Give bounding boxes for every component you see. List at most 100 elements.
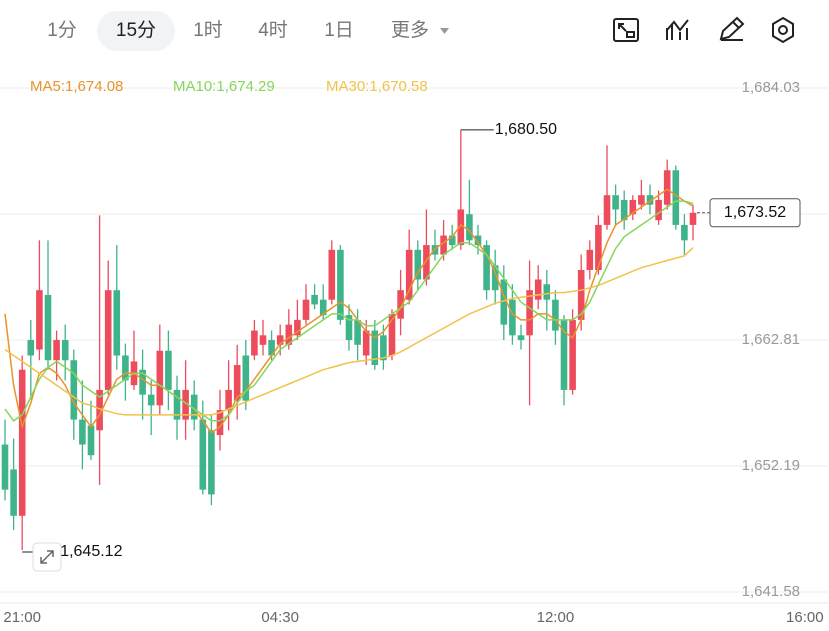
low-label: 1,645.12	[60, 543, 122, 560]
candle-body	[225, 389, 232, 411]
candle-body	[345, 315, 353, 341]
last-price-box	[709, 198, 801, 228]
candle-body	[122, 355, 129, 381]
y-tick-label: 1,662.81	[742, 331, 800, 348]
candle-body	[104, 290, 112, 390]
candle-body	[44, 294, 52, 361]
candle-body	[268, 340, 275, 356]
selected-tab-bg	[97, 11, 175, 51]
candle-body	[173, 389, 181, 420]
candle-body	[474, 235, 482, 246]
toolbar-icons	[613, 16, 794, 44]
ma-line	[4, 247, 694, 416]
candle-body	[414, 249, 422, 280]
candle-body	[53, 340, 60, 361]
candle-body	[663, 170, 671, 205]
x-tick-label: 04:30	[261, 609, 299, 626]
candle-body	[509, 299, 516, 336]
icon-fullscreen[interactable]	[613, 18, 639, 42]
candle-body	[560, 319, 568, 390]
candle-body	[18, 369, 26, 516]
x-tick-label: 12:00	[537, 609, 575, 626]
candle-body	[10, 469, 17, 516]
tab[interactable]: 1分	[47, 19, 77, 41]
high-label: 1,680.50	[495, 121, 557, 138]
candle-body	[397, 290, 404, 319]
dropdown-arrow[interactable]	[440, 28, 449, 34]
candle-body	[27, 340, 35, 356]
candle-body	[388, 313, 396, 356]
candle-body	[466, 214, 473, 241]
tab[interactable]: 4时	[258, 19, 288, 41]
candle-body	[233, 364, 241, 401]
legend-entry: MA10:1,674.29	[173, 78, 275, 95]
tab-more[interactable]: 更多	[391, 19, 429, 41]
candle-body	[491, 265, 499, 291]
candle-body	[655, 199, 662, 221]
candle-body	[285, 324, 293, 345]
candle-body	[371, 330, 379, 365]
candle-body	[147, 394, 155, 406]
ma-line	[4, 200, 694, 422]
candle-body	[646, 195, 654, 205]
candle-body	[216, 410, 224, 436]
candle-body	[70, 360, 78, 420]
candle-body	[79, 419, 86, 445]
candle-body	[242, 355, 250, 401]
candle-body	[165, 350, 172, 390]
candle-body	[354, 319, 361, 345]
plot: 1,684.031,673.421,662.811,652.191,641.58…	[0, 78, 829, 626]
candle-body	[517, 335, 525, 341]
candle-body	[190, 394, 198, 420]
candle-body	[302, 299, 310, 320]
candle-body	[259, 335, 267, 345]
candle-body	[603, 195, 611, 225]
candle-body	[526, 290, 533, 336]
candle-body	[328, 249, 336, 300]
icon-draw[interactable]	[719, 16, 745, 41]
candle-body	[672, 170, 680, 225]
candle-body	[208, 430, 215, 495]
last-price-label: 1,673.52	[724, 204, 786, 221]
candle-body	[586, 249, 594, 271]
candle-body	[534, 279, 542, 300]
candle-body	[96, 389, 103, 431]
candle-body	[448, 235, 456, 246]
candle-body	[638, 195, 645, 205]
candle-body	[276, 335, 284, 345]
x-tick-label: 16:00	[786, 609, 824, 626]
candle-body	[380, 335, 387, 361]
candle-body	[620, 199, 628, 221]
expand-icon	[40, 550, 54, 564]
candle-body	[577, 270, 585, 320]
candle-body	[689, 212, 697, 225]
candle-body	[199, 419, 207, 490]
candle-body	[1, 444, 9, 490]
candle-body	[681, 224, 688, 241]
y-tick-label: 1,652.19	[742, 457, 800, 474]
candle-body	[87, 425, 95, 456]
candle-body	[405, 249, 413, 300]
x-tick-label: 21:00	[3, 609, 41, 626]
candle-body	[629, 199, 637, 215]
legend-entry: MA5:1,674.08	[30, 78, 123, 95]
tab[interactable]: 1日	[324, 20, 354, 41]
candle-body	[139, 369, 146, 395]
candle-body	[423, 245, 430, 280]
icon-settings[interactable]	[772, 16, 794, 44]
candle-body	[612, 195, 619, 210]
y-tick-label: 1,684.03	[742, 79, 800, 96]
candle-body	[251, 330, 258, 356]
candle-body	[182, 389, 189, 420]
candle-body	[569, 319, 576, 390]
candle-body	[595, 224, 602, 271]
ma-line	[4, 188, 694, 434]
tab-selected[interactable]: 15分	[116, 19, 156, 41]
tab[interactable]: 1时	[193, 19, 223, 41]
icon-indicator[interactable]	[666, 19, 689, 40]
candle-body	[36, 290, 43, 350]
candle-body	[552, 299, 559, 331]
candle-body	[337, 249, 344, 320]
